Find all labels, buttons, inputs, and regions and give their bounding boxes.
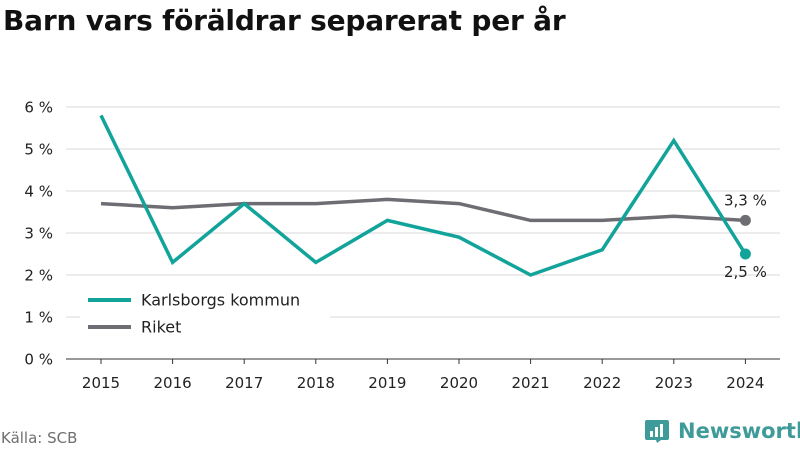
x-tick-label: 2024 — [726, 374, 764, 392]
legend-label-karlsborgs-kommun: Karlsborgs kommun — [141, 291, 300, 310]
chart-title: Barn vars föräldrar separerat per år — [3, 4, 566, 37]
y-tick-label: 6 % — [24, 99, 53, 117]
series-lines — [99, 114, 747, 277]
x-tick-label: 2022 — [583, 374, 621, 392]
y-tick-label: 4 % — [24, 183, 53, 201]
x-tick-label: 2016 — [154, 374, 192, 392]
bar-chart-logo-icon — [645, 420, 669, 443]
x-tick-label: 2021 — [512, 374, 550, 392]
source-note: Källa: SCB — [1, 429, 78, 447]
x-tick-label: 2019 — [368, 374, 406, 392]
end-marker-karlsborgs-kommun — [739, 248, 751, 260]
end-markers: 2,5 % 3,3 % — [724, 191, 767, 281]
series-line-karlsborgs-kommun — [99, 114, 747, 277]
legend-label-riket: Riket — [141, 318, 181, 337]
brand-logo: Newsworthy — [644, 418, 800, 444]
end-marker-riket — [739, 214, 751, 226]
end-value-label-karlsborgs-kommun: 2,5 % — [724, 263, 767, 281]
y-tick-label: 1 % — [24, 309, 53, 327]
y-tick-label: 2 % — [24, 267, 53, 285]
y-tick-label: 0 % — [24, 351, 53, 369]
series-line-riket — [100, 197, 746, 223]
brand-name: Newsworthy — [678, 419, 800, 443]
x-tick-label: 2020 — [440, 374, 478, 392]
x-tick-label: 2018 — [297, 374, 335, 392]
x-tick-label: 2017 — [225, 374, 263, 392]
y-tick-label: 3 % — [24, 225, 53, 243]
x-tick-label: 2015 — [82, 374, 120, 392]
x-tick-label: 2023 — [655, 374, 693, 392]
legend: Karlsborgs kommun Riket — [80, 285, 330, 341]
y-tick-label: 5 % — [24, 141, 53, 159]
legend-background — [80, 285, 330, 341]
end-value-label-riket: 3,3 % — [724, 191, 767, 209]
axes: 0 % 1 % 2 % 3 % 4 % 5 % 6 % 2015 2016 2017 2018 201… — [24, 99, 780, 392]
